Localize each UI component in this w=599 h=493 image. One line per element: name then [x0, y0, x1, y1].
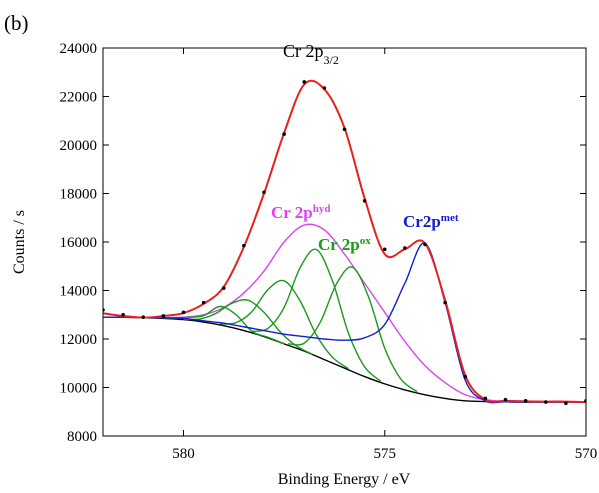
data-point	[463, 374, 468, 379]
curve	[219, 279, 349, 370]
data-point	[141, 315, 146, 319]
curve	[288, 266, 418, 393]
data-point	[121, 312, 125, 317]
x-tick-label: 575	[374, 446, 397, 462]
x-tick-label: 570	[575, 446, 598, 462]
peak-label-sup: hyd	[313, 203, 331, 215]
y-tick-label: 16000	[60, 235, 98, 251]
data-point	[201, 300, 206, 305]
title-text: Cr 2p	[283, 41, 324, 61]
data-point	[181, 310, 186, 315]
data-point	[443, 300, 447, 305]
peak-label-text: Cr 2p	[318, 235, 360, 254]
data-point	[242, 243, 246, 248]
y-tick-label: 14000	[60, 284, 98, 300]
y-tick-label: 18000	[60, 187, 98, 203]
y-axis-title: Counts / s	[11, 210, 28, 274]
data-point	[161, 314, 166, 318]
curve	[251, 248, 382, 382]
data-point	[342, 127, 347, 132]
data-point	[262, 190, 266, 195]
x-tick-label: 580	[172, 446, 195, 462]
y-tick-label: 20000	[60, 138, 98, 154]
data-point	[543, 400, 548, 404]
data-point	[423, 242, 427, 247]
peak-label-sup: met	[441, 212, 459, 224]
curve	[103, 316, 586, 403]
data-point	[322, 86, 327, 90]
peak-label: Cr 2phyd	[271, 203, 330, 222]
peak-label: Cr 2pox	[318, 235, 371, 254]
data-point	[403, 246, 407, 250]
peak-label: Cr2pmet	[403, 212, 459, 231]
x-axis-title: Binding Energy / eV	[278, 471, 411, 488]
plot-area	[103, 79, 586, 406]
data-point	[382, 247, 387, 252]
data-point	[503, 397, 508, 402]
peak-label-text: Cr 2p	[271, 203, 313, 222]
data-point	[302, 80, 307, 84]
panel-label: (b)	[4, 11, 29, 35]
chart-title: Cr 2p3/2	[283, 41, 339, 67]
data-point	[564, 401, 568, 406]
peak-label-sup: ox	[360, 235, 372, 247]
y-tick-label: 10000	[60, 381, 98, 397]
data-point	[282, 132, 286, 136]
data-point	[221, 286, 226, 290]
data-point	[523, 399, 528, 403]
y-tick-label: 12000	[60, 332, 98, 348]
data-point	[362, 198, 367, 203]
curve	[183, 299, 313, 355]
data-point	[483, 396, 488, 401]
y-tick-label: 22000	[60, 90, 98, 106]
title-sub: 3/2	[324, 53, 339, 67]
y-tick-label: 8000	[67, 429, 97, 445]
peak-label-text: Cr2p	[403, 212, 441, 231]
y-tick-label: 24000	[60, 41, 98, 57]
